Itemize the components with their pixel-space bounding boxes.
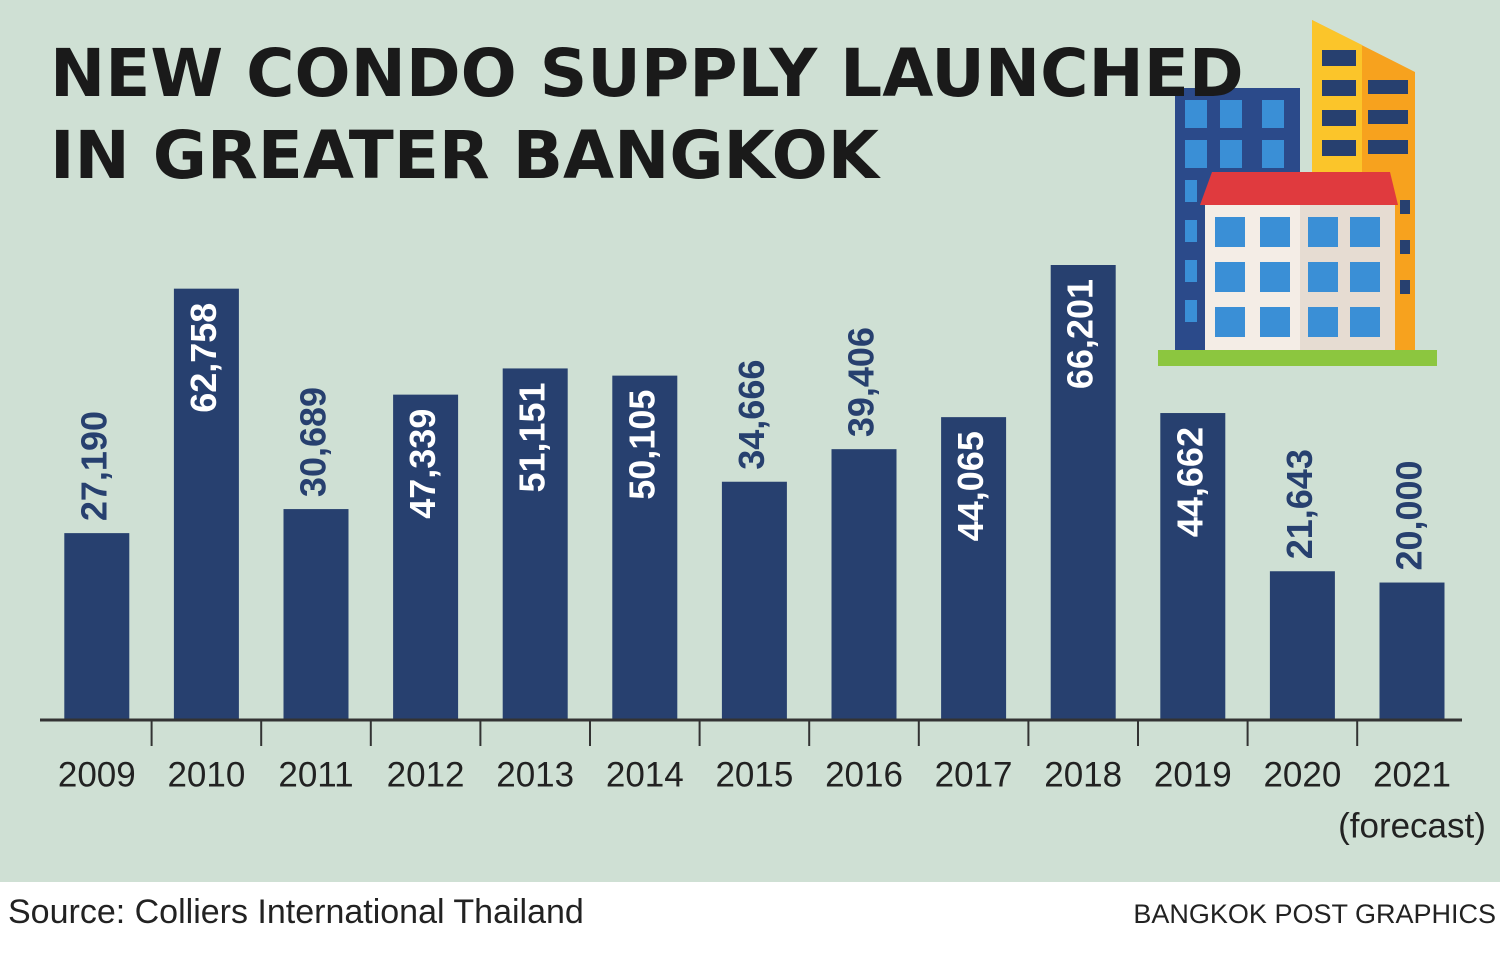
x-tick-label: 2016: [825, 755, 903, 794]
value-label: 39,406: [841, 327, 882, 437]
bar: [1379, 582, 1445, 720]
bar: [941, 417, 1007, 720]
category-note: (forecast): [1338, 806, 1486, 845]
value-label: 21,643: [1279, 449, 1320, 559]
x-tick-label: 2015: [715, 755, 793, 794]
value-label: 20,000: [1389, 460, 1430, 570]
bar: [721, 481, 787, 720]
x-tick-label: 2011: [278, 755, 353, 794]
source: Source: Colliers International Thailand: [8, 893, 584, 931]
x-tick-label: 2014: [606, 755, 684, 794]
bar: [502, 368, 568, 720]
x-tick-label: 2010: [167, 755, 245, 794]
chart-title: NEW CONDO SUPPLY LAUNCHED: [50, 35, 1244, 112]
value-label: 27,190: [73, 411, 114, 521]
x-tick-label: 2012: [387, 755, 465, 794]
bar: [283, 509, 349, 720]
value-label: 30,689: [293, 387, 334, 497]
value-label: 44,662: [1169, 427, 1210, 537]
bar: [1269, 571, 1335, 720]
chart-title: IN GREATER BANGKOK: [50, 117, 882, 194]
x-tick-label: 2013: [496, 755, 574, 794]
value-label: 66,201: [1060, 279, 1101, 389]
value-label: 47,339: [402, 409, 443, 519]
bar: [612, 375, 678, 720]
value-label: 51,151: [512, 382, 553, 492]
buildings-illustration: [1158, 20, 1437, 366]
value-label: 44,065: [950, 431, 991, 541]
value-label: 34,666: [731, 360, 772, 470]
bar: [393, 394, 459, 720]
x-tick-label: 2021: [1373, 755, 1451, 794]
x-tick-label: 2017: [935, 755, 1013, 794]
bar: [64, 533, 130, 720]
x-tick-label: 2020: [1263, 755, 1341, 794]
credit: BANGKOK POST GRAPHICS: [1133, 899, 1496, 929]
value-label: 50,105: [621, 390, 662, 500]
bar: [1050, 265, 1116, 720]
bar: [831, 449, 897, 720]
x-tick-label: 2019: [1154, 755, 1232, 794]
value-label: 62,758: [183, 303, 224, 413]
bar: [173, 288, 239, 720]
x-tick-label: 2018: [1044, 755, 1122, 794]
x-tick-label: 2009: [58, 755, 136, 794]
bar: [1160, 413, 1226, 720]
